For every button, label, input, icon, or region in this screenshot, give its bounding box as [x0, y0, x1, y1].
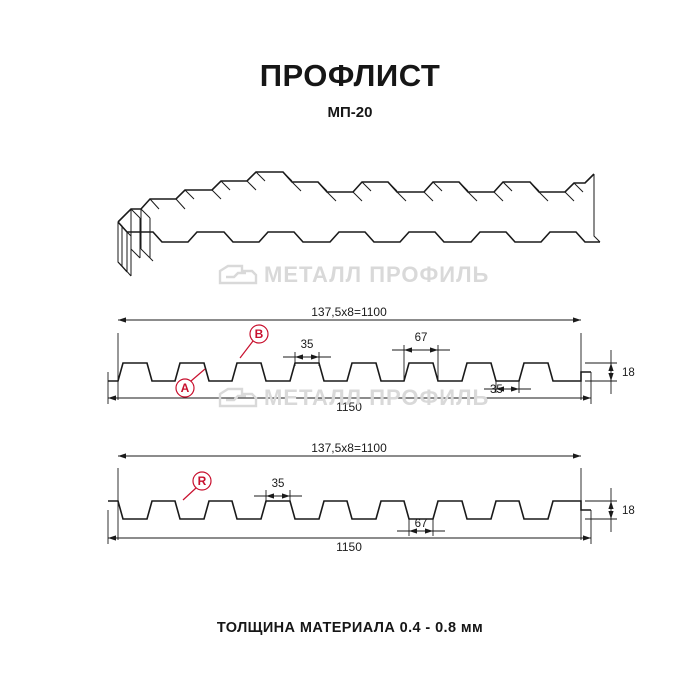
watermark-logo-top: МЕТАЛЛ ПРОФИЛЬ [218, 262, 489, 289]
isometric-profile-view [117, 171, 601, 277]
section-r-rib-label: 35 [272, 478, 285, 490]
page-subtitle: МП-20 [327, 104, 373, 121]
section-r: 137,5х8=1100 1150 18 [107, 441, 635, 554]
material-thickness-note: ТОЛЩИНА МАТЕРИАЛА 0.4 - 0.8 мм [216, 620, 484, 636]
section-r-bottom-dimension-label: 1150 [336, 540, 362, 554]
section-r-crest-label: 67 [415, 518, 428, 530]
callout-b-label: B [255, 327, 264, 341]
callout-a-label: A [181, 381, 190, 395]
callout-a: A [175, 368, 206, 398]
watermark-top-text: МЕТАЛЛ ПРОФИЛЬ [264, 262, 490, 287]
section-r-top-dimension-label: 137,5х8=1100 [311, 441, 387, 455]
page-title: ПРОФЛИСТ [259, 58, 441, 93]
section-a-rib-top-label: 35 [301, 339, 314, 351]
section-a-top-dimension-label: 137,5х8=1100 [311, 305, 387, 319]
section-a-bottom-dimension-label: 1150 [336, 400, 362, 414]
section-r-height-label: 18 [622, 505, 635, 517]
section-a-crest-label: 67 [415, 332, 428, 344]
section-a-height-label: 18 [622, 367, 635, 379]
watermark-bottom-text: МЕТАЛЛ ПРОФИЛЬ [264, 385, 490, 410]
callout-r: R [182, 471, 212, 501]
metall-profil-logo-icon [218, 387, 258, 408]
callout-r-label: R [198, 474, 207, 488]
watermark-logo-bottom: МЕТАЛЛ ПРОФИЛЬ [218, 385, 489, 412]
metall-profil-logo-icon [218, 264, 258, 285]
section-a-b: 137,5х8=1100 1150 18 [107, 305, 635, 414]
callout-b: B [239, 324, 269, 359]
section-a-rib-bottom-label: 35 [490, 384, 503, 396]
